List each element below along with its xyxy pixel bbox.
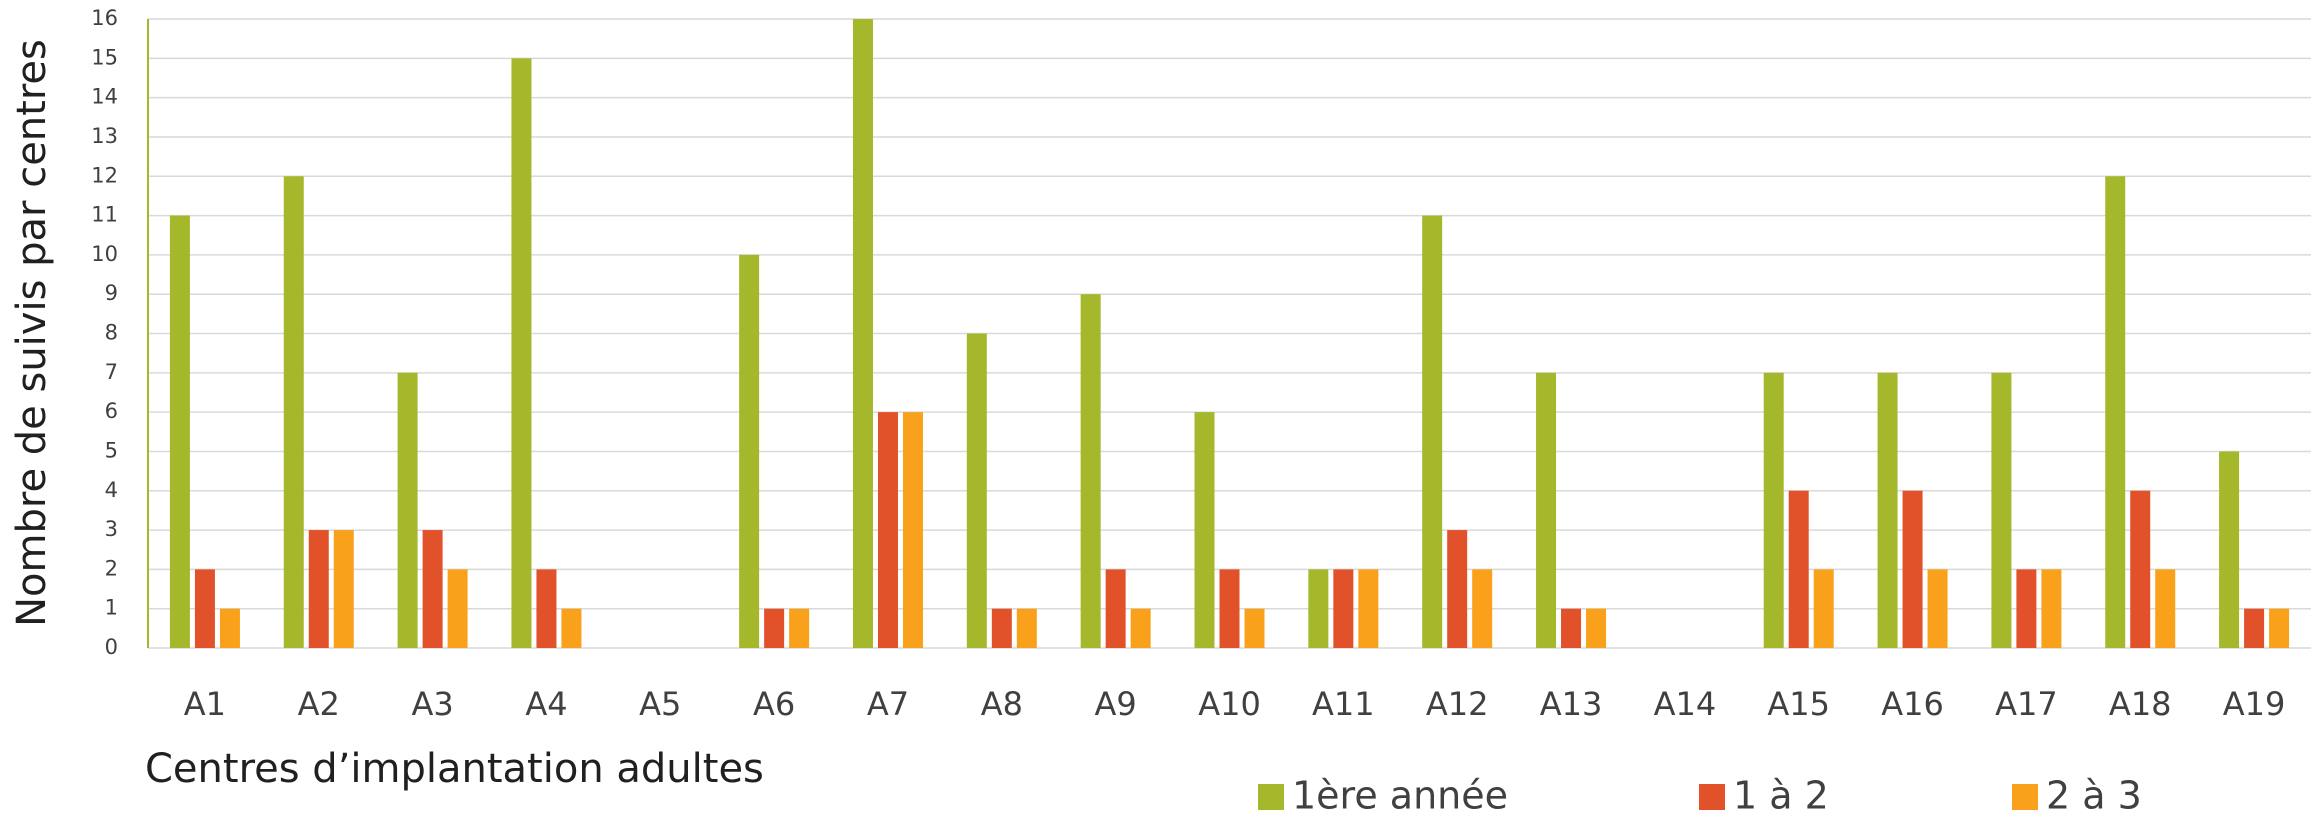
x-tick-label: A19 [2223, 685, 2286, 723]
bar [789, 608, 810, 648]
bar [1788, 490, 1809, 648]
bar [169, 215, 190, 648]
x-axis-title: Centres d’implantation adultes [145, 746, 764, 792]
x-tick-label: A7 [867, 685, 909, 723]
bar [991, 608, 1012, 648]
legend-swatch [1258, 784, 1284, 810]
bar [219, 608, 240, 648]
bar [1080, 294, 1101, 648]
x-tick-label: A17 [1995, 685, 2058, 723]
bar [877, 412, 898, 648]
bar [283, 176, 304, 648]
y-tick-label: 10 [91, 242, 118, 266]
bar [764, 608, 785, 648]
legend-label: 1ère année [1292, 774, 1508, 818]
bar [2041, 569, 2062, 648]
y-tick-label: 16 [91, 6, 118, 30]
y-tick-label: 7 [105, 360, 118, 384]
bar [739, 254, 760, 648]
bar [2105, 176, 2126, 648]
bar [852, 19, 873, 648]
x-tick-label: A2 [298, 685, 340, 723]
bar [1991, 372, 2012, 648]
bar [536, 569, 557, 648]
x-tick-label: A10 [1198, 685, 1261, 723]
legend-swatch [2012, 784, 2038, 810]
bar [1333, 569, 1354, 648]
bar [1813, 569, 1834, 648]
bar [1561, 608, 1582, 648]
x-tick-label: A1 [184, 685, 226, 723]
y-tick-label: 15 [91, 45, 118, 69]
x-tick-label: A13 [1540, 685, 1603, 723]
bar [447, 569, 468, 648]
x-tick-label: A8 [981, 685, 1023, 723]
y-tick-label: 2 [105, 556, 118, 580]
bar [902, 412, 923, 648]
bar [511, 58, 532, 648]
x-tick-label: A12 [1426, 685, 1489, 723]
x-tick-label: A11 [1312, 685, 1375, 723]
x-tick-label: A6 [753, 685, 795, 723]
bar [1902, 490, 1923, 648]
y-tick-label: 14 [91, 85, 118, 109]
bar [2155, 569, 2176, 648]
x-tick-label: A16 [1881, 685, 1944, 723]
bar [1308, 569, 1329, 648]
y-tick-label: 1 [105, 596, 118, 620]
bar [561, 608, 582, 648]
y-tick-label: 9 [105, 281, 118, 305]
bar [1422, 215, 1443, 648]
legend-label: 1 à 2 [1733, 774, 1829, 818]
bar [1472, 569, 1493, 648]
bar [2244, 608, 2265, 648]
bar [2130, 490, 2151, 648]
y-tick-label: 3 [105, 517, 118, 541]
bar [1219, 569, 1240, 648]
y-tick-label: 11 [91, 203, 118, 227]
y-tick-label: 4 [105, 478, 118, 502]
bar [1130, 608, 1151, 648]
x-tick-label: A4 [525, 685, 567, 723]
bar [1105, 569, 1126, 648]
legend-label: 2 à 3 [2046, 774, 2142, 818]
bar [2219, 451, 2240, 648]
x-tick-label: A18 [2109, 685, 2172, 723]
bar [397, 372, 418, 648]
y-tick-label: 8 [105, 321, 118, 345]
bar [1536, 372, 1557, 648]
bar [1927, 569, 1948, 648]
bar [333, 530, 354, 648]
bar [1194, 412, 1215, 648]
bar [194, 569, 215, 648]
x-tick-label: A14 [1654, 685, 1717, 723]
bar [2016, 569, 2037, 648]
y-axis-title: Nombre de suivis par centres [9, 39, 55, 627]
x-tick-label: A15 [1767, 685, 1830, 723]
y-tick-label: 13 [91, 124, 118, 148]
bar [308, 530, 329, 648]
legend-swatch [1699, 784, 1725, 810]
x-tick-label: A5 [639, 685, 681, 723]
bar [1763, 372, 1784, 648]
bar [1877, 372, 1898, 648]
bar [1016, 608, 1037, 648]
bar [966, 333, 987, 648]
y-tick-label: 12 [91, 163, 118, 187]
y-tick-label: 0 [105, 635, 118, 659]
bar [1358, 569, 1379, 648]
bar [422, 530, 443, 648]
bar [1586, 608, 1607, 648]
y-tick-label: 5 [105, 438, 118, 462]
bar [1244, 608, 1265, 648]
bar [2269, 608, 2290, 648]
bar [1447, 530, 1468, 648]
x-tick-label: A3 [411, 685, 453, 723]
y-tick-label: 6 [105, 399, 118, 423]
x-tick-label: A9 [1095, 685, 1137, 723]
